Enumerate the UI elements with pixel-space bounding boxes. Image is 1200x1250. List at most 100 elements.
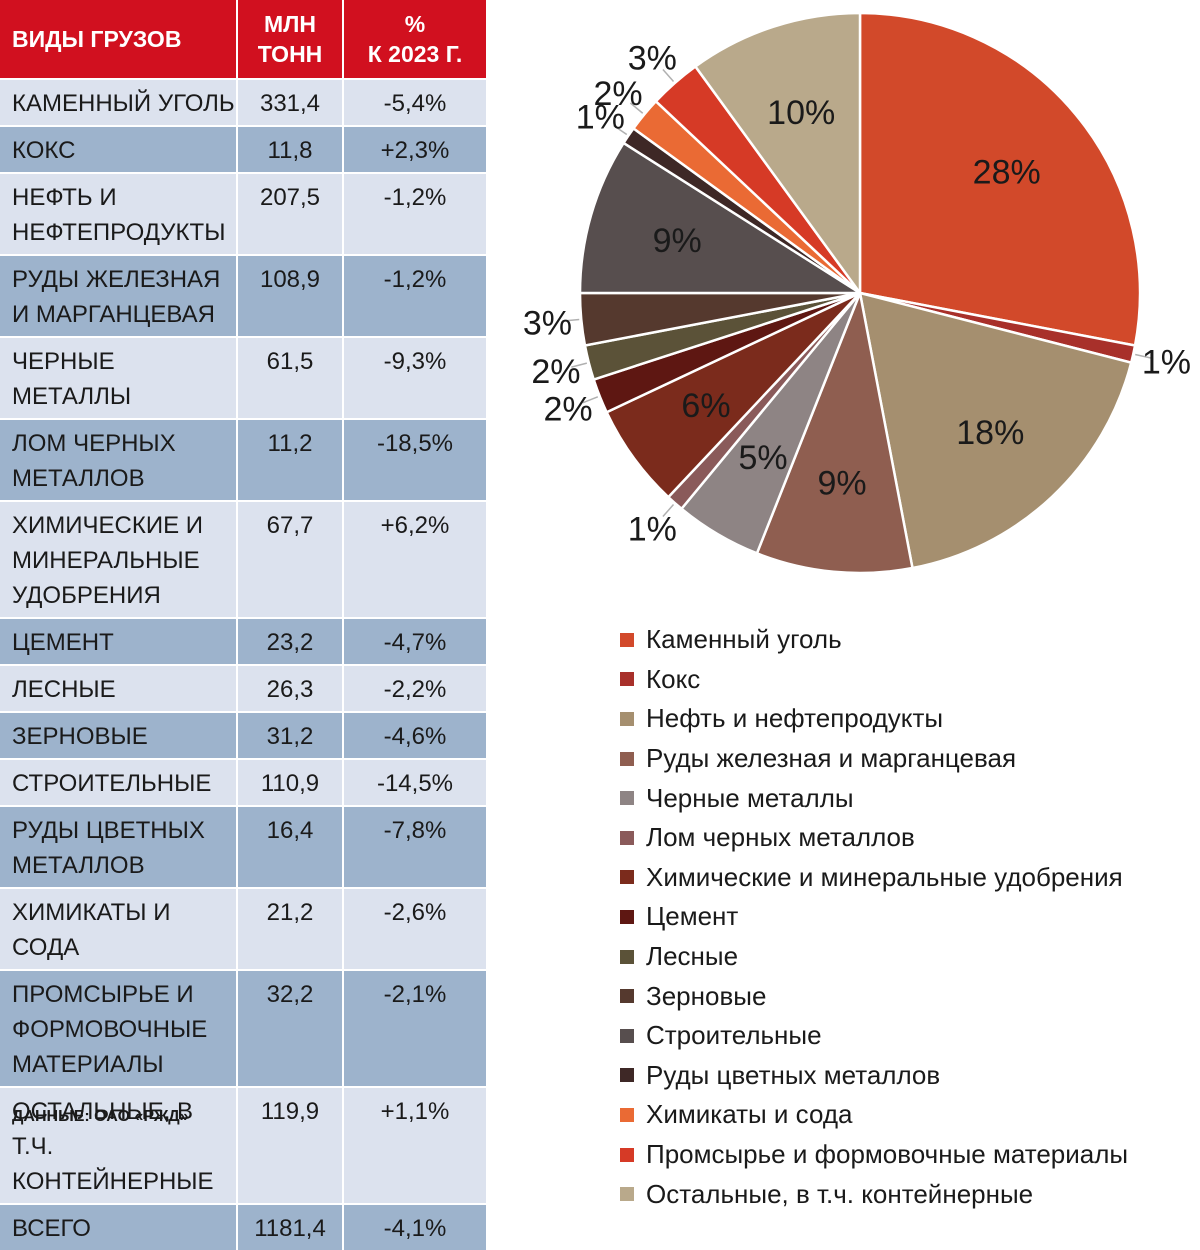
cell-change-percent: +6,2%	[343, 500, 486, 618]
cell-change-percent: +2,3%	[343, 125, 486, 173]
table-row: Химикаты и сода 21,2 -2,6%	[0, 887, 486, 970]
pie-slice	[693, 11, 862, 297]
cell-change-percent: +1,1%	[343, 1086, 486, 1204]
pie-data-label: 9%	[653, 222, 702, 260]
pie-data-label: 10%	[767, 94, 835, 132]
cell-million-tons: 1181,4	[237, 1203, 344, 1250]
legend-item: Остальные, в т.ч. контейнерные	[620, 1174, 1128, 1214]
table-row: Каменный уголь 331,4 -5,4%	[0, 78, 486, 126]
legend-item: Цемент	[620, 897, 1128, 937]
cell-change-percent: -18,5%	[343, 418, 486, 501]
cell-change-percent: -7,8%	[343, 805, 486, 888]
pie-slice	[858, 291, 1133, 570]
table-header-row: ВИДЫ ГРУЗОВ МЛН ТОНН % К 2023 Г.	[0, 0, 486, 79]
cell-change-percent: -2,1%	[343, 969, 486, 1087]
table-row: Цемент 23,2 -4,7%	[0, 617, 486, 665]
cell-million-tons: 21,2	[237, 887, 344, 970]
legend-label: Остальные, в т.ч. контейнерные	[646, 1178, 1034, 1209]
table-row: Всего 1181,4 -4,1%	[0, 1203, 486, 1250]
legend-item: Каменный уголь	[620, 620, 1128, 660]
table-row: Остальные, в т.ч. контейнерные 119,9 +1,1%	[0, 1086, 486, 1204]
legend-item: Строительные	[620, 1016, 1128, 1056]
pie-leader-line	[582, 396, 599, 404]
legend-swatch	[620, 1147, 634, 1162]
table-row: Черные металлы 61,5 -9,3%	[0, 336, 486, 419]
pie-data-label: 28%	[973, 154, 1041, 192]
legend-item: Промсырье и формовочные материалы	[620, 1135, 1128, 1175]
pie-leader-line	[571, 362, 588, 368]
cell-million-tons: 67,7	[237, 500, 344, 618]
legend-label: Нефть и нефтепродукты	[646, 703, 944, 734]
pie-leader-line	[629, 102, 644, 114]
cell-million-tons: 32,2	[237, 969, 344, 1087]
legend-label: Цемент	[646, 901, 739, 932]
pie-data-label: 5%	[739, 439, 788, 477]
cargo-table: ВИДЫ ГРУЗОВ МЛН ТОНН % К 2023 Г. Каменный …	[0, 0, 486, 1250]
legend-item: Зерновые	[620, 976, 1128, 1016]
cell-cargo-name: Химикаты и сода	[0, 887, 238, 970]
pie-data-label: 18%	[956, 414, 1024, 452]
legend-item: Лесные	[620, 937, 1128, 977]
legend-swatch	[620, 989, 634, 1004]
cell-change-percent: -4,7%	[343, 617, 486, 665]
header-million-tons: МЛН ТОНН	[237, 0, 344, 79]
cell-cargo-name: Черные металлы	[0, 336, 238, 419]
legend-swatch	[620, 1068, 634, 1083]
legend-swatch	[620, 632, 634, 647]
cell-cargo-name: Руды железная и марганцевая	[0, 254, 238, 337]
cell-change-percent: -4,1%	[343, 1203, 486, 1250]
table-row: Лесные 26,3 -2,2%	[0, 664, 486, 712]
cell-cargo-name: Остальные, в т.ч. контейнерные	[0, 1086, 238, 1204]
cell-cargo-name: Лом черных металлов	[0, 418, 238, 501]
legend-item: Химические и минеральные удобрения	[620, 858, 1128, 898]
cell-million-tons: 119,9	[237, 1086, 344, 1204]
cell-million-tons: 11,8	[237, 125, 344, 173]
cell-cargo-name: Нефть и нефтепродукты	[0, 172, 238, 255]
legend-swatch	[620, 909, 634, 924]
pie-data-label: 6%	[681, 387, 730, 425]
cell-change-percent: -9,3%	[343, 336, 486, 419]
legend-item: Лом черных металлов	[620, 818, 1128, 858]
cell-million-tons: 16,4	[237, 805, 344, 888]
legend-item: Химикаты и сода	[620, 1095, 1128, 1135]
cell-million-tons: 110,9	[237, 758, 344, 806]
pie-leader-line	[613, 124, 628, 136]
legend-swatch	[620, 830, 634, 845]
cell-change-percent: -2,6%	[343, 887, 486, 970]
pie-data-label: 1%	[628, 511, 677, 549]
cell-cargo-name: Цемент	[0, 617, 238, 665]
legend-swatch	[620, 949, 634, 964]
chart-legend: Каменный уголь Кокс Нефть и нефтепродукты Р…	[620, 620, 1128, 1214]
legend-label: Каменный уголь	[646, 624, 842, 655]
header-change-percent: % К 2023 Г.	[343, 0, 486, 79]
pie-data-label: 3%	[628, 40, 677, 78]
cell-million-tons: 108,9	[237, 254, 344, 337]
legend-swatch	[620, 1187, 634, 1202]
legend-item: Руды железная и марганцевая	[620, 739, 1128, 779]
pie-data-label: 2%	[594, 75, 643, 113]
legend-label: Зерновые	[646, 980, 767, 1011]
cell-million-tons: 26,3	[237, 664, 344, 712]
legend-swatch	[620, 751, 634, 766]
table-row: Химические и минеральные удобрения 67,7 +6…	[0, 500, 486, 618]
legend-item: Нефть и нефтепродукты	[620, 699, 1128, 739]
pie-data-label: 1%	[1142, 344, 1191, 382]
legend-item: Руды цветных металлов	[620, 1056, 1128, 1096]
cell-cargo-name: Строительные	[0, 758, 238, 806]
pie-data-label: 1%	[576, 99, 625, 137]
table-row: Зерновые 31,2 -4,6%	[0, 711, 486, 759]
table-row: Лом черных металлов 11,2 -18,5%	[0, 418, 486, 501]
cell-change-percent: -5,4%	[343, 78, 486, 126]
cell-change-percent: -4,6%	[343, 711, 486, 759]
cargo-table-panel: ВИДЫ ГРУЗОВ МЛН ТОНН % К 2023 Г. Каменный …	[0, 0, 486, 1250]
legend-swatch	[620, 870, 634, 885]
cell-change-percent: -14,5%	[343, 758, 486, 806]
cell-cargo-name: Кокс	[0, 125, 238, 173]
legend-item: Черные металлы	[620, 778, 1128, 818]
legend-label: Химические и минеральные удобрения	[646, 861, 1123, 892]
cell-million-tons: 61,5	[237, 336, 344, 419]
cell-cargo-name: Химические и минеральные удобрения	[0, 500, 238, 618]
cell-cargo-name: Зерновые	[0, 711, 238, 759]
cell-cargo-name: Каменный уголь	[0, 78, 238, 126]
cell-cargo-name: Лесные	[0, 664, 238, 712]
